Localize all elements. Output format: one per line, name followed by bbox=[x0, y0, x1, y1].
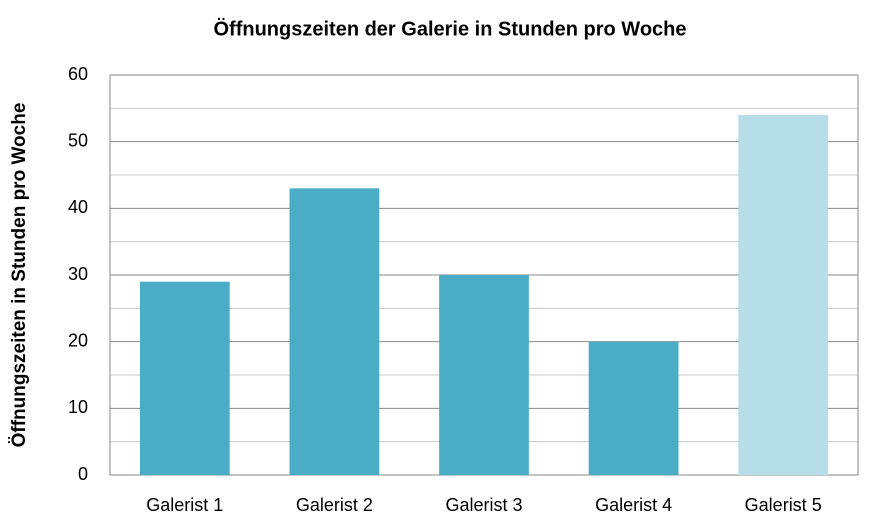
x-tick-label: Galerist 2 bbox=[296, 495, 373, 515]
y-tick-label: 50 bbox=[68, 130, 88, 150]
bar bbox=[588, 341, 679, 475]
bar bbox=[139, 281, 230, 475]
x-tick-label: Galerist 3 bbox=[445, 495, 522, 515]
x-tick-label: Galerist 1 bbox=[146, 495, 223, 515]
y-tick-label: 20 bbox=[68, 330, 88, 350]
y-axis-label: Öffnungszeiten in Stunden pro Woche bbox=[9, 103, 30, 448]
chart-title: Öffnungszeiten der Galerie in Stunden pr… bbox=[213, 17, 686, 40]
y-tick-label: 40 bbox=[68, 197, 88, 217]
x-tick-label: Galerist 5 bbox=[745, 495, 822, 515]
bar bbox=[439, 275, 529, 475]
y-tick-label: 0 bbox=[78, 464, 88, 484]
y-tick-label: 30 bbox=[68, 264, 88, 284]
y-tick-label: 60 bbox=[68, 64, 88, 84]
bar bbox=[738, 115, 829, 475]
y-tick-label: 10 bbox=[68, 397, 88, 417]
x-tick-label: Galerist 4 bbox=[595, 495, 672, 515]
bar bbox=[289, 188, 380, 476]
